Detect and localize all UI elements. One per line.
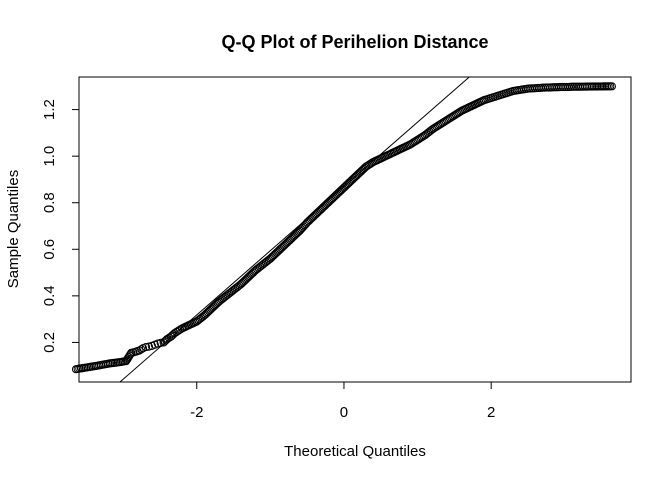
y-tick-label: 0.6 (41, 239, 58, 260)
x-axis-label: Theoretical Quantiles (284, 443, 426, 460)
y-tick-label: 1.0 (41, 146, 58, 167)
y-tick-label: 0.2 (41, 332, 58, 353)
x-tick-label: 2 (487, 404, 495, 421)
data-point (137, 345, 146, 354)
y-tick-label: 1.2 (41, 99, 58, 120)
data-point (153, 339, 162, 348)
x-axis: -2 0 2 (190, 381, 495, 421)
data-point (607, 82, 616, 91)
y-tick-label: 0.8 (41, 192, 58, 213)
y-tick-label: 0.4 (41, 285, 58, 306)
data-points (71, 82, 616, 374)
data-point (141, 342, 151, 352)
x-tick-label: 0 (340, 404, 348, 421)
data-point (144, 342, 154, 351)
plot-frame (78, 76, 632, 383)
reference-line (119, 77, 471, 382)
y-axis: 0.2 0.4 0.6 0.8 1.0 1.2 (41, 99, 80, 353)
chart-title: Q-Q Plot of Perihelion Distance (221, 32, 488, 52)
x-tick-label: -2 (190, 404, 203, 421)
y-axis-label: Sample Quantiles (5, 170, 22, 288)
data-point (360, 163, 369, 172)
